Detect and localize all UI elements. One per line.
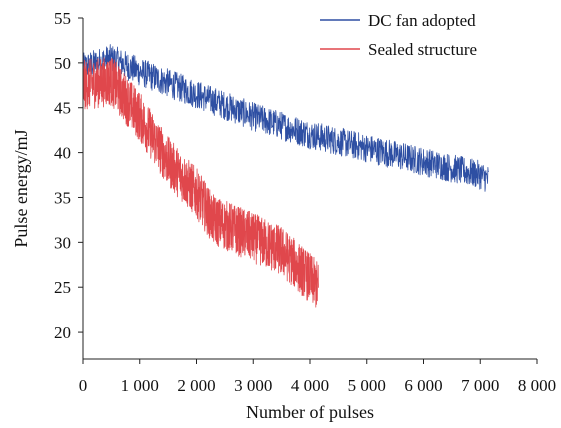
y-tick-label: 40 bbox=[54, 144, 71, 163]
x-tick-label: 0 bbox=[79, 376, 88, 395]
legend-label: DC fan adopted bbox=[368, 11, 476, 30]
y-tick-label: 50 bbox=[54, 54, 71, 73]
y-axis-ticks: 20 25 30 35 40 45 50 55 bbox=[54, 9, 83, 342]
x-tick-label: 5 000 bbox=[348, 376, 386, 395]
y-tick-label: 35 bbox=[54, 188, 71, 207]
series-line-sealed bbox=[82, 57, 319, 308]
legend: DC fan adopted Sealed structure bbox=[320, 11, 477, 59]
y-tick-label: 20 bbox=[54, 323, 71, 342]
x-tick-label: 6 000 bbox=[404, 376, 442, 395]
plot-area bbox=[82, 44, 489, 308]
y-tick-label: 25 bbox=[54, 278, 71, 297]
x-tick-label: 8 000 bbox=[518, 376, 556, 395]
x-axis-ticks: 0 1 000 2 000 3 000 4 000 5 000 6 000 7 000 8 00… bbox=[79, 359, 556, 395]
x-tick-label: 1 000 bbox=[121, 376, 159, 395]
y-tick-label: 45 bbox=[54, 99, 71, 118]
y-tick-label: 55 bbox=[54, 9, 71, 28]
y-axis-title: Pulse energy/mJ bbox=[11, 129, 31, 247]
x-tick-label: 3 000 bbox=[234, 376, 272, 395]
x-tick-label: 2 000 bbox=[177, 376, 215, 395]
series-line-dc-fan bbox=[82, 44, 489, 192]
x-axis-title: Number of pulses bbox=[246, 402, 374, 422]
x-tick-label: 7 000 bbox=[461, 376, 499, 395]
x-tick-label: 4 000 bbox=[291, 376, 329, 395]
y-tick-label: 30 bbox=[54, 233, 71, 252]
legend-label: Sealed structure bbox=[368, 40, 477, 59]
